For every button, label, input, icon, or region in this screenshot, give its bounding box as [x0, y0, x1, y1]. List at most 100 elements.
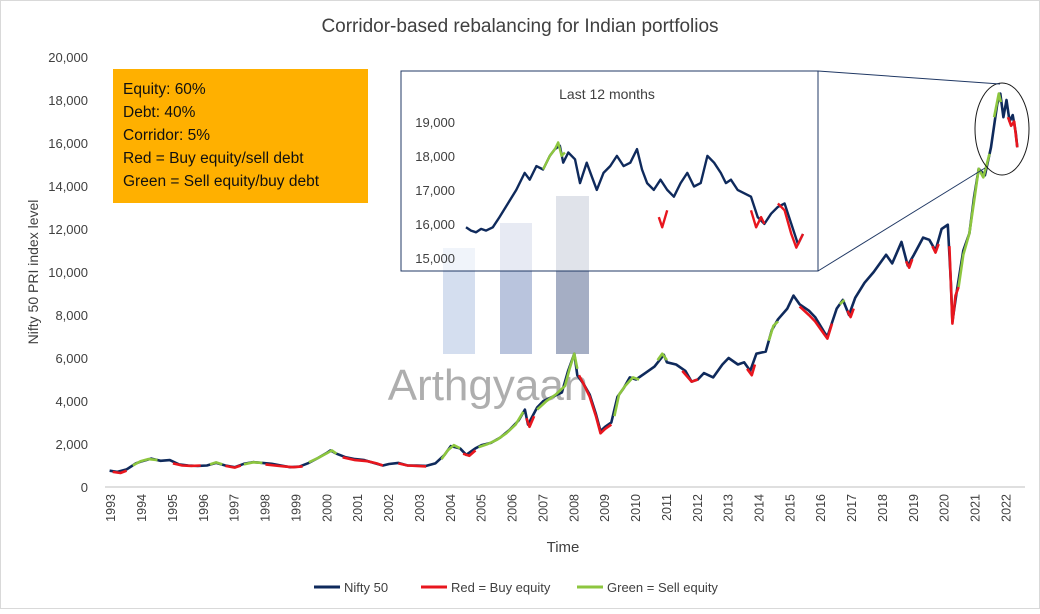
series-segment-green [838, 298, 846, 306]
info-line-green: Green = Sell equity/buy debt [123, 173, 320, 190]
inset-y-tick-label: 16,000 [415, 217, 455, 232]
inset-y-tick-label: 15,000 [415, 251, 455, 266]
series-segment-green [992, 92, 1003, 118]
x-tick-label: 2012 [691, 494, 705, 522]
y-tick-label: 16,000 [48, 136, 88, 151]
series-segment-green [536, 352, 579, 411]
x-tick-label: 2009 [598, 494, 612, 522]
x-tick-label: 2016 [814, 494, 828, 522]
series-segment-red [525, 415, 536, 429]
inset-segment-green [542, 141, 566, 171]
inset-chart: Last 12 months 15,00016,00017,00018,0001… [400, 70, 819, 272]
inset-title: Last 12 months [559, 86, 655, 102]
series-segment-red [172, 462, 201, 468]
series-segment-green [308, 449, 338, 464]
inset-y-tick-label: 17,000 [415, 183, 455, 198]
inset-segment-red [749, 209, 766, 229]
x-tick-label: 2004 [444, 494, 458, 522]
zoom-connector-top [817, 70, 1001, 85]
info-box: Equity: 60% Debt: 40% Corridor: 5% Red =… [113, 69, 368, 203]
series-segment-red [1006, 116, 1019, 148]
y-tick-label: 10,000 [48, 265, 88, 280]
series-segment-red [931, 243, 940, 254]
y-tick-label: 0 [81, 480, 88, 495]
series-segment-red [462, 449, 477, 458]
series-segment-green [613, 376, 640, 417]
series-segment-green [957, 153, 991, 288]
series-segment-red [846, 308, 855, 319]
x-tick-label: 2001 [351, 494, 365, 522]
y-tick-label: 12,000 [48, 222, 88, 237]
x-tick-label: 2008 [567, 494, 581, 522]
x-tick-label: 1996 [197, 494, 211, 522]
x-tick-label: 2018 [876, 494, 890, 522]
series-segment-green [243, 460, 263, 466]
inset-segment-red [777, 202, 805, 249]
y-axis-label: Nifty 50 PRI index level [25, 200, 41, 345]
series-segment-red [342, 456, 384, 467]
inset-y-tick-labels: 15,000 16,000 17,000 18,000 19,000 [415, 115, 455, 266]
x-tick-label: 2015 [783, 494, 797, 522]
inset-series-nifty [465, 144, 805, 246]
x-tick-label: 1995 [166, 494, 180, 522]
series-segment-green [656, 352, 668, 361]
x-tick-label: 2011 [660, 494, 674, 521]
x-tick-label: 2000 [320, 494, 334, 522]
x-tick-label: 2014 [753, 494, 767, 522]
legend-label-red: Red = Buy equity [451, 580, 551, 595]
x-tick-label: 2002 [382, 494, 396, 522]
series-segment-red [948, 246, 960, 325]
series-segment-green [478, 411, 525, 449]
y-tick-label: 6,000 [55, 351, 88, 366]
series-segment-green [209, 460, 223, 466]
chart-title: Corridor-based rebalancing for Indian po… [321, 16, 718, 37]
x-tick-label: 1994 [135, 494, 149, 522]
x-tick-label: 2019 [907, 494, 921, 522]
series-segment-green [767, 320, 779, 342]
x-tick-label: 2021 [969, 494, 983, 522]
x-tick-label: 2003 [413, 494, 427, 522]
x-tick-label: 2006 [506, 494, 520, 522]
legend-label-nifty: Nifty 50 [344, 580, 388, 595]
legend: Nifty 50 Red = Buy equity Green = Sell e… [314, 580, 718, 595]
inset-segment-red [657, 209, 669, 229]
y-tick-label: 2,000 [55, 437, 88, 452]
series-segment-red [904, 258, 914, 270]
zoom-ellipse [974, 82, 1030, 176]
x-tick-labels: 1993 1994 1995 1996 1997 1998 1999 2000 2001 2002… [104, 494, 1013, 522]
info-line-debt: Debt: 40% [123, 104, 196, 121]
x-tick-label: 2010 [629, 494, 643, 522]
inset-y-tick-label: 18,000 [415, 149, 455, 164]
y-tick-label: 4,000 [55, 394, 88, 409]
y-tick-label: 8,000 [55, 308, 88, 323]
series-segment-red [398, 462, 427, 468]
watermark-text: Arthgyaan [388, 361, 589, 410]
series-segment-green [132, 457, 158, 467]
x-tick-label: 2017 [845, 494, 859, 522]
series-segment-green [440, 443, 461, 460]
series-segment-red [265, 463, 303, 469]
series-segment-red [112, 469, 128, 475]
x-axis-label: Time [547, 539, 580, 556]
series-segment-red [577, 374, 613, 435]
y-tick-labels: 0 2,000 4,000 6,000 8,000 10,000 12,000 14,000 1… [48, 50, 88, 495]
x-tick-label: 2022 [1000, 494, 1014, 522]
info-line-corridor: Corridor: 5% [123, 127, 210, 144]
series-segment-red [681, 370, 699, 383]
y-tick-label: 20,000 [48, 50, 88, 65]
inset-y-tick-label: 19,000 [415, 115, 455, 130]
x-tick-label: 1999 [289, 494, 303, 522]
series-segment-red [746, 364, 757, 377]
x-tick-label: 1997 [228, 494, 242, 522]
y-tick-label: 14,000 [48, 179, 88, 194]
y-tick-label: 18,000 [48, 93, 88, 108]
info-line-equity: Equity: 60% [123, 81, 206, 98]
x-tick-label: 2013 [722, 494, 736, 522]
legend-label-green: Green = Sell equity [607, 580, 718, 595]
info-line-red: Red = Buy equity/sell debt [123, 150, 304, 167]
inset-plot-area [465, 141, 805, 249]
series-segment-red [798, 305, 834, 340]
x-tick-label: 2007 [536, 494, 550, 522]
zoom-connector-bottom [817, 167, 986, 272]
